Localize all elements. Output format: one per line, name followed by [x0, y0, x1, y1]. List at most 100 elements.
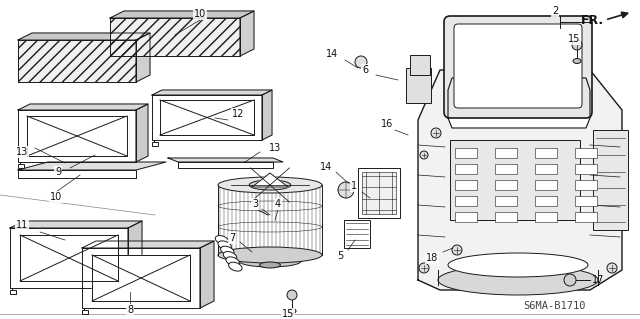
- FancyBboxPatch shape: [444, 16, 592, 118]
- Polygon shape: [200, 241, 214, 308]
- Polygon shape: [252, 173, 288, 187]
- Polygon shape: [240, 11, 254, 56]
- Polygon shape: [18, 170, 136, 178]
- Text: 12: 12: [232, 109, 244, 119]
- Bar: [450, 140, 580, 220]
- Polygon shape: [10, 221, 142, 228]
- Circle shape: [420, 151, 428, 159]
- Polygon shape: [110, 11, 254, 18]
- Polygon shape: [27, 116, 127, 156]
- Circle shape: [572, 40, 582, 50]
- Ellipse shape: [221, 246, 234, 255]
- Circle shape: [431, 128, 441, 138]
- Text: 13: 13: [269, 143, 281, 153]
- Polygon shape: [18, 110, 136, 162]
- Polygon shape: [152, 95, 262, 140]
- Ellipse shape: [573, 58, 581, 63]
- Ellipse shape: [438, 265, 598, 295]
- Text: 9: 9: [55, 167, 61, 177]
- Ellipse shape: [228, 262, 242, 271]
- Polygon shape: [136, 104, 148, 162]
- Bar: [455, 180, 477, 190]
- Polygon shape: [128, 221, 142, 288]
- Ellipse shape: [218, 247, 322, 263]
- Bar: [110, 18, 240, 56]
- Text: 2: 2: [552, 6, 558, 16]
- Text: 16: 16: [381, 119, 393, 129]
- FancyBboxPatch shape: [454, 24, 582, 108]
- Text: 5: 5: [337, 251, 343, 261]
- Ellipse shape: [260, 262, 280, 268]
- Bar: [575, 212, 597, 222]
- Circle shape: [607, 263, 617, 273]
- Text: 1: 1: [351, 181, 357, 191]
- Ellipse shape: [239, 255, 301, 267]
- Ellipse shape: [226, 257, 239, 266]
- Text: 10: 10: [50, 192, 62, 202]
- Text: 6: 6: [362, 65, 368, 75]
- Bar: [410, 55, 430, 75]
- Ellipse shape: [215, 235, 228, 244]
- Polygon shape: [262, 90, 272, 140]
- Bar: [455, 164, 477, 174]
- Bar: [455, 196, 477, 206]
- Bar: [495, 148, 517, 158]
- Ellipse shape: [249, 180, 291, 190]
- Bar: [218, 185, 322, 255]
- Polygon shape: [20, 235, 118, 281]
- Circle shape: [287, 290, 297, 300]
- Text: 15: 15: [282, 309, 294, 319]
- Ellipse shape: [448, 253, 588, 277]
- Bar: [535, 196, 557, 206]
- Polygon shape: [18, 33, 150, 40]
- Polygon shape: [92, 255, 190, 301]
- Polygon shape: [178, 162, 273, 168]
- Polygon shape: [82, 241, 214, 248]
- Circle shape: [338, 182, 354, 198]
- Text: 10: 10: [194, 9, 206, 19]
- Polygon shape: [448, 78, 590, 128]
- Text: 7: 7: [229, 233, 235, 243]
- Polygon shape: [10, 228, 128, 288]
- Polygon shape: [18, 40, 136, 82]
- Polygon shape: [18, 104, 148, 110]
- Bar: [362, 172, 396, 214]
- Polygon shape: [168, 158, 283, 162]
- Text: S6MA-B1710: S6MA-B1710: [524, 301, 586, 311]
- Text: 14: 14: [326, 49, 338, 59]
- Bar: [575, 180, 597, 190]
- Ellipse shape: [218, 241, 232, 250]
- Bar: [10, 290, 16, 294]
- Circle shape: [355, 56, 367, 68]
- Bar: [495, 180, 517, 190]
- Circle shape: [419, 263, 429, 273]
- Bar: [455, 148, 477, 158]
- Text: 4: 4: [275, 199, 281, 209]
- Ellipse shape: [288, 308, 296, 314]
- Bar: [18, 40, 136, 82]
- Text: 13: 13: [16, 147, 28, 157]
- Polygon shape: [136, 33, 150, 82]
- Polygon shape: [418, 70, 622, 290]
- Polygon shape: [160, 100, 254, 135]
- Bar: [82, 310, 88, 314]
- Bar: [593, 130, 628, 230]
- Bar: [152, 142, 158, 146]
- Bar: [495, 164, 517, 174]
- Text: 3: 3: [252, 199, 258, 209]
- Text: 8: 8: [127, 305, 133, 315]
- Bar: [18, 164, 24, 168]
- Bar: [575, 148, 597, 158]
- Bar: [495, 212, 517, 222]
- Bar: [344, 220, 370, 248]
- Ellipse shape: [218, 177, 322, 193]
- Text: 14: 14: [320, 162, 332, 172]
- Bar: [575, 196, 597, 206]
- Ellipse shape: [223, 252, 237, 260]
- Circle shape: [564, 274, 576, 286]
- Bar: [535, 180, 557, 190]
- Bar: [535, 148, 557, 158]
- Text: 11: 11: [16, 220, 28, 230]
- Bar: [358, 168, 400, 218]
- Polygon shape: [110, 18, 240, 56]
